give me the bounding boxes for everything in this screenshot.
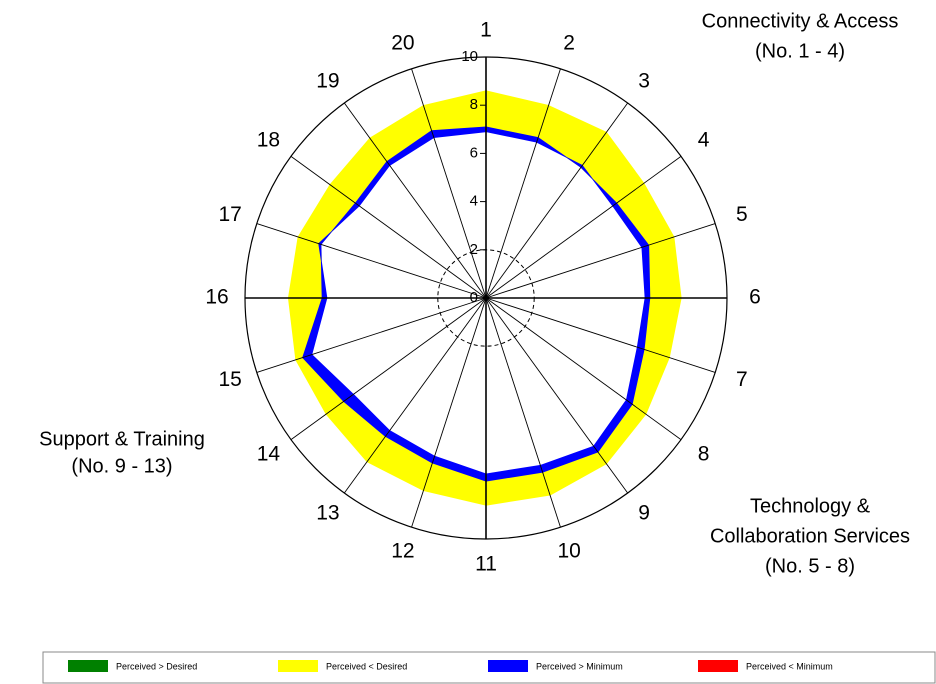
category-label: 4 [698,129,710,152]
category-label: 5 [736,203,748,226]
radial-tick-label: 0 [470,289,478,306]
category-label: 9 [638,502,650,525]
spoke [485,68,561,299]
category-label: 16 [205,286,228,309]
spoke [343,102,487,299]
radial-tick-label: 2 [470,241,478,258]
group-annotation: Support & Training [39,428,205,450]
category-label: 8 [698,442,710,465]
radial-tick-label: 6 [470,144,478,161]
legend-swatch [698,660,738,672]
category-label: 7 [736,368,748,391]
group-annotation: Connectivity & Access [702,10,899,32]
spoke [411,68,487,299]
spoke [256,223,487,299]
spoke [343,297,487,494]
category-label: 3 [638,70,650,93]
group-annotation: Technology & [750,495,871,517]
category-label: 12 [391,539,414,562]
category-label: 17 [218,203,241,226]
category-label: 10 [557,539,580,562]
radial-tick-label: 8 [470,96,478,113]
spoke [485,297,682,441]
category-label: 18 [257,129,280,152]
category-label: 19 [316,70,339,93]
group-annotation: (No. 1 - 4) [755,40,845,62]
legend-swatch [68,660,108,672]
spoke [485,297,561,528]
group-annotation: (No. 9 - 13) [71,455,172,477]
category-label: 20 [391,32,414,55]
legend-swatch [278,660,318,672]
minimum-band [641,244,651,299]
legend-label: Perceived < Desired [326,661,407,671]
radial-tick-label: 10 [461,48,478,65]
spoke [290,297,487,441]
legend-label: Perceived > Desired [116,661,197,671]
spoke [485,297,716,373]
radial-tick-label: 4 [470,193,478,210]
category-label: 14 [257,442,281,465]
spoke [485,297,629,494]
group-annotation: (No. 5 - 8) [765,555,855,577]
desired-band [643,297,682,359]
category-label: 13 [316,502,339,525]
category-label: 15 [218,368,241,391]
category-label: 2 [563,32,575,55]
legend-swatch [488,660,528,672]
spoke [290,155,487,299]
spoke [411,297,487,528]
legend-label: Perceived < Minimum [746,661,833,671]
spoke [485,102,629,299]
desired-band [648,236,682,299]
category-label: 6 [749,286,761,309]
spoke [485,223,716,299]
legend-label: Perceived > Minimum [536,661,623,671]
desired-band [287,236,323,299]
spoke [485,155,682,299]
group-annotation: Collaboration Services [710,525,910,547]
spoke [256,297,487,373]
category-label: 11 [475,553,497,576]
category-label: 1 [480,19,492,42]
